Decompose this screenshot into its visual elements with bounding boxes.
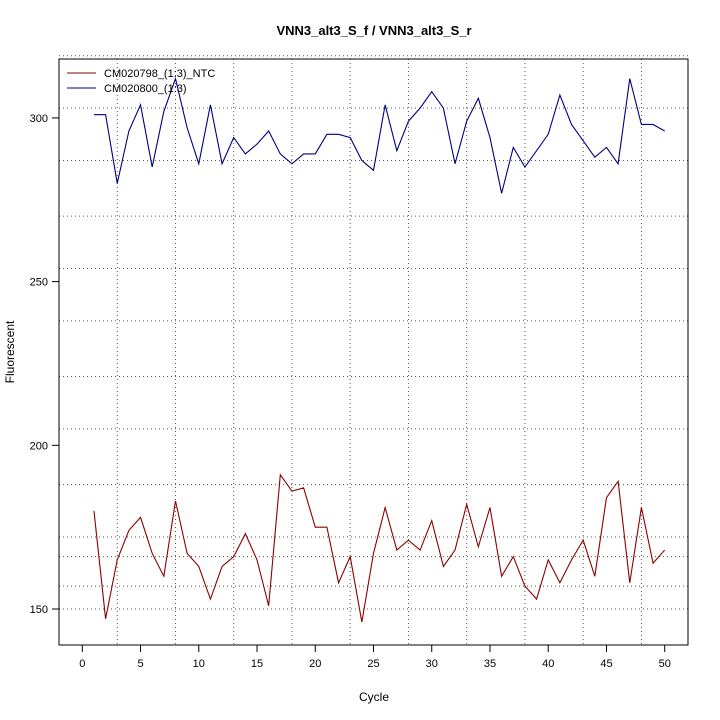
x-tick-label: 5 bbox=[137, 658, 143, 670]
series-layer bbox=[93, 76, 666, 623]
grid bbox=[59, 55, 688, 645]
x-axis-label: Cycle bbox=[359, 690, 389, 704]
x-tick-label: 0 bbox=[79, 658, 85, 670]
x-tick-label: 15 bbox=[251, 658, 263, 670]
x-tick-label: 45 bbox=[600, 658, 612, 670]
legend-label: CM020800_(1:3) bbox=[104, 83, 187, 95]
y-axis-label: Fluorescent bbox=[3, 320, 17, 383]
chart-title: VNN3_alt3_S_f / VNN3_alt3_S_r bbox=[276, 23, 471, 38]
y-tick-label: 200 bbox=[30, 440, 48, 452]
x-tick-label: 35 bbox=[484, 658, 496, 670]
x-tick-label: 10 bbox=[193, 658, 205, 670]
y-tick-label: 250 bbox=[30, 277, 48, 289]
x-tick-label: 50 bbox=[659, 658, 671, 670]
y-axis: 150 200 250 300 bbox=[30, 113, 59, 616]
legend-label: CM020798_(1:3)_NTC bbox=[104, 68, 215, 80]
legend: CM020798_(1:3)_NTC CM020800_(1:3) bbox=[67, 68, 215, 95]
x-axis: 0 5 10 15 20 25 30 35 40 45 50 bbox=[79, 645, 671, 670]
series-line-2 bbox=[93, 76, 665, 194]
series-line-1 bbox=[93, 473, 666, 623]
x-tick-label: 40 bbox=[542, 658, 554, 670]
x-tick-label: 20 bbox=[309, 658, 321, 670]
x-tick-label: 25 bbox=[367, 658, 379, 670]
x-tick-label: 30 bbox=[426, 658, 438, 670]
y-tick-label: 300 bbox=[30, 113, 48, 125]
y-tick-label: 150 bbox=[30, 604, 48, 616]
